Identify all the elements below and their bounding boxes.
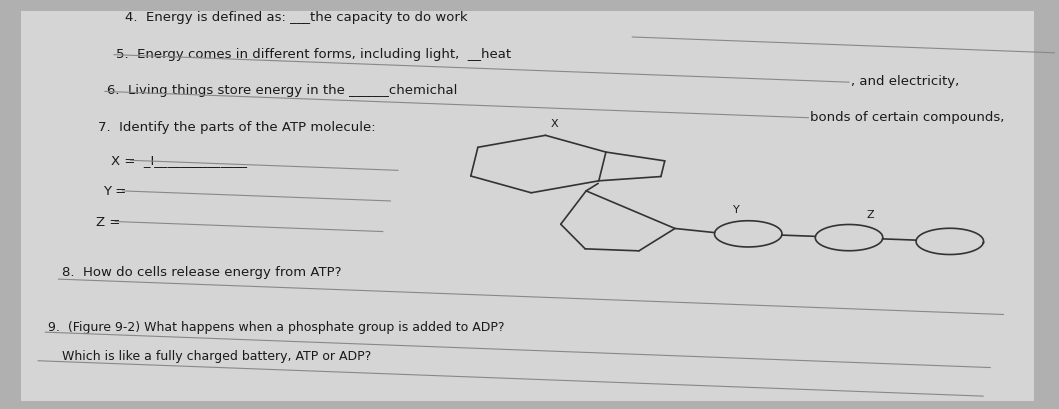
Text: , and electricity,: , and electricity, <box>851 75 959 88</box>
Text: Y =: Y = <box>103 184 126 198</box>
Text: 5.  Energy comes in different forms, including light,  __heat: 5. Energy comes in different forms, incl… <box>116 47 511 61</box>
Text: 7.  Identify the parts of the ATP molecule:: 7. Identify the parts of the ATP molecul… <box>97 121 376 134</box>
Text: 8.  How do cells release energy from ATP?: 8. How do cells release energy from ATP? <box>62 265 341 278</box>
Text: X: X <box>551 119 558 128</box>
Text: Z: Z <box>867 209 875 219</box>
Text: 6.  Living things store energy in the ______chemichal: 6. Living things store energy in the ___… <box>107 84 457 97</box>
Text: Z =: Z = <box>95 215 120 228</box>
Text: Which is like a fully charged battery, ATP or ADP?: Which is like a fully charged battery, A… <box>62 349 372 362</box>
FancyBboxPatch shape <box>21 12 1034 401</box>
Text: bonds of certain compounds,: bonds of certain compounds, <box>810 110 1005 123</box>
Text: 4.  Energy is defined as: ___the capacity to do work: 4. Energy is defined as: ___the capacity… <box>125 11 468 24</box>
Text: Y: Y <box>733 204 739 214</box>
Text: 9.  (Figure 9-2) What happens when a phosphate group is added to ADP?: 9. (Figure 9-2) What happens when a phos… <box>49 320 505 333</box>
Text: X =  _I______________: X = _I______________ <box>111 154 247 167</box>
